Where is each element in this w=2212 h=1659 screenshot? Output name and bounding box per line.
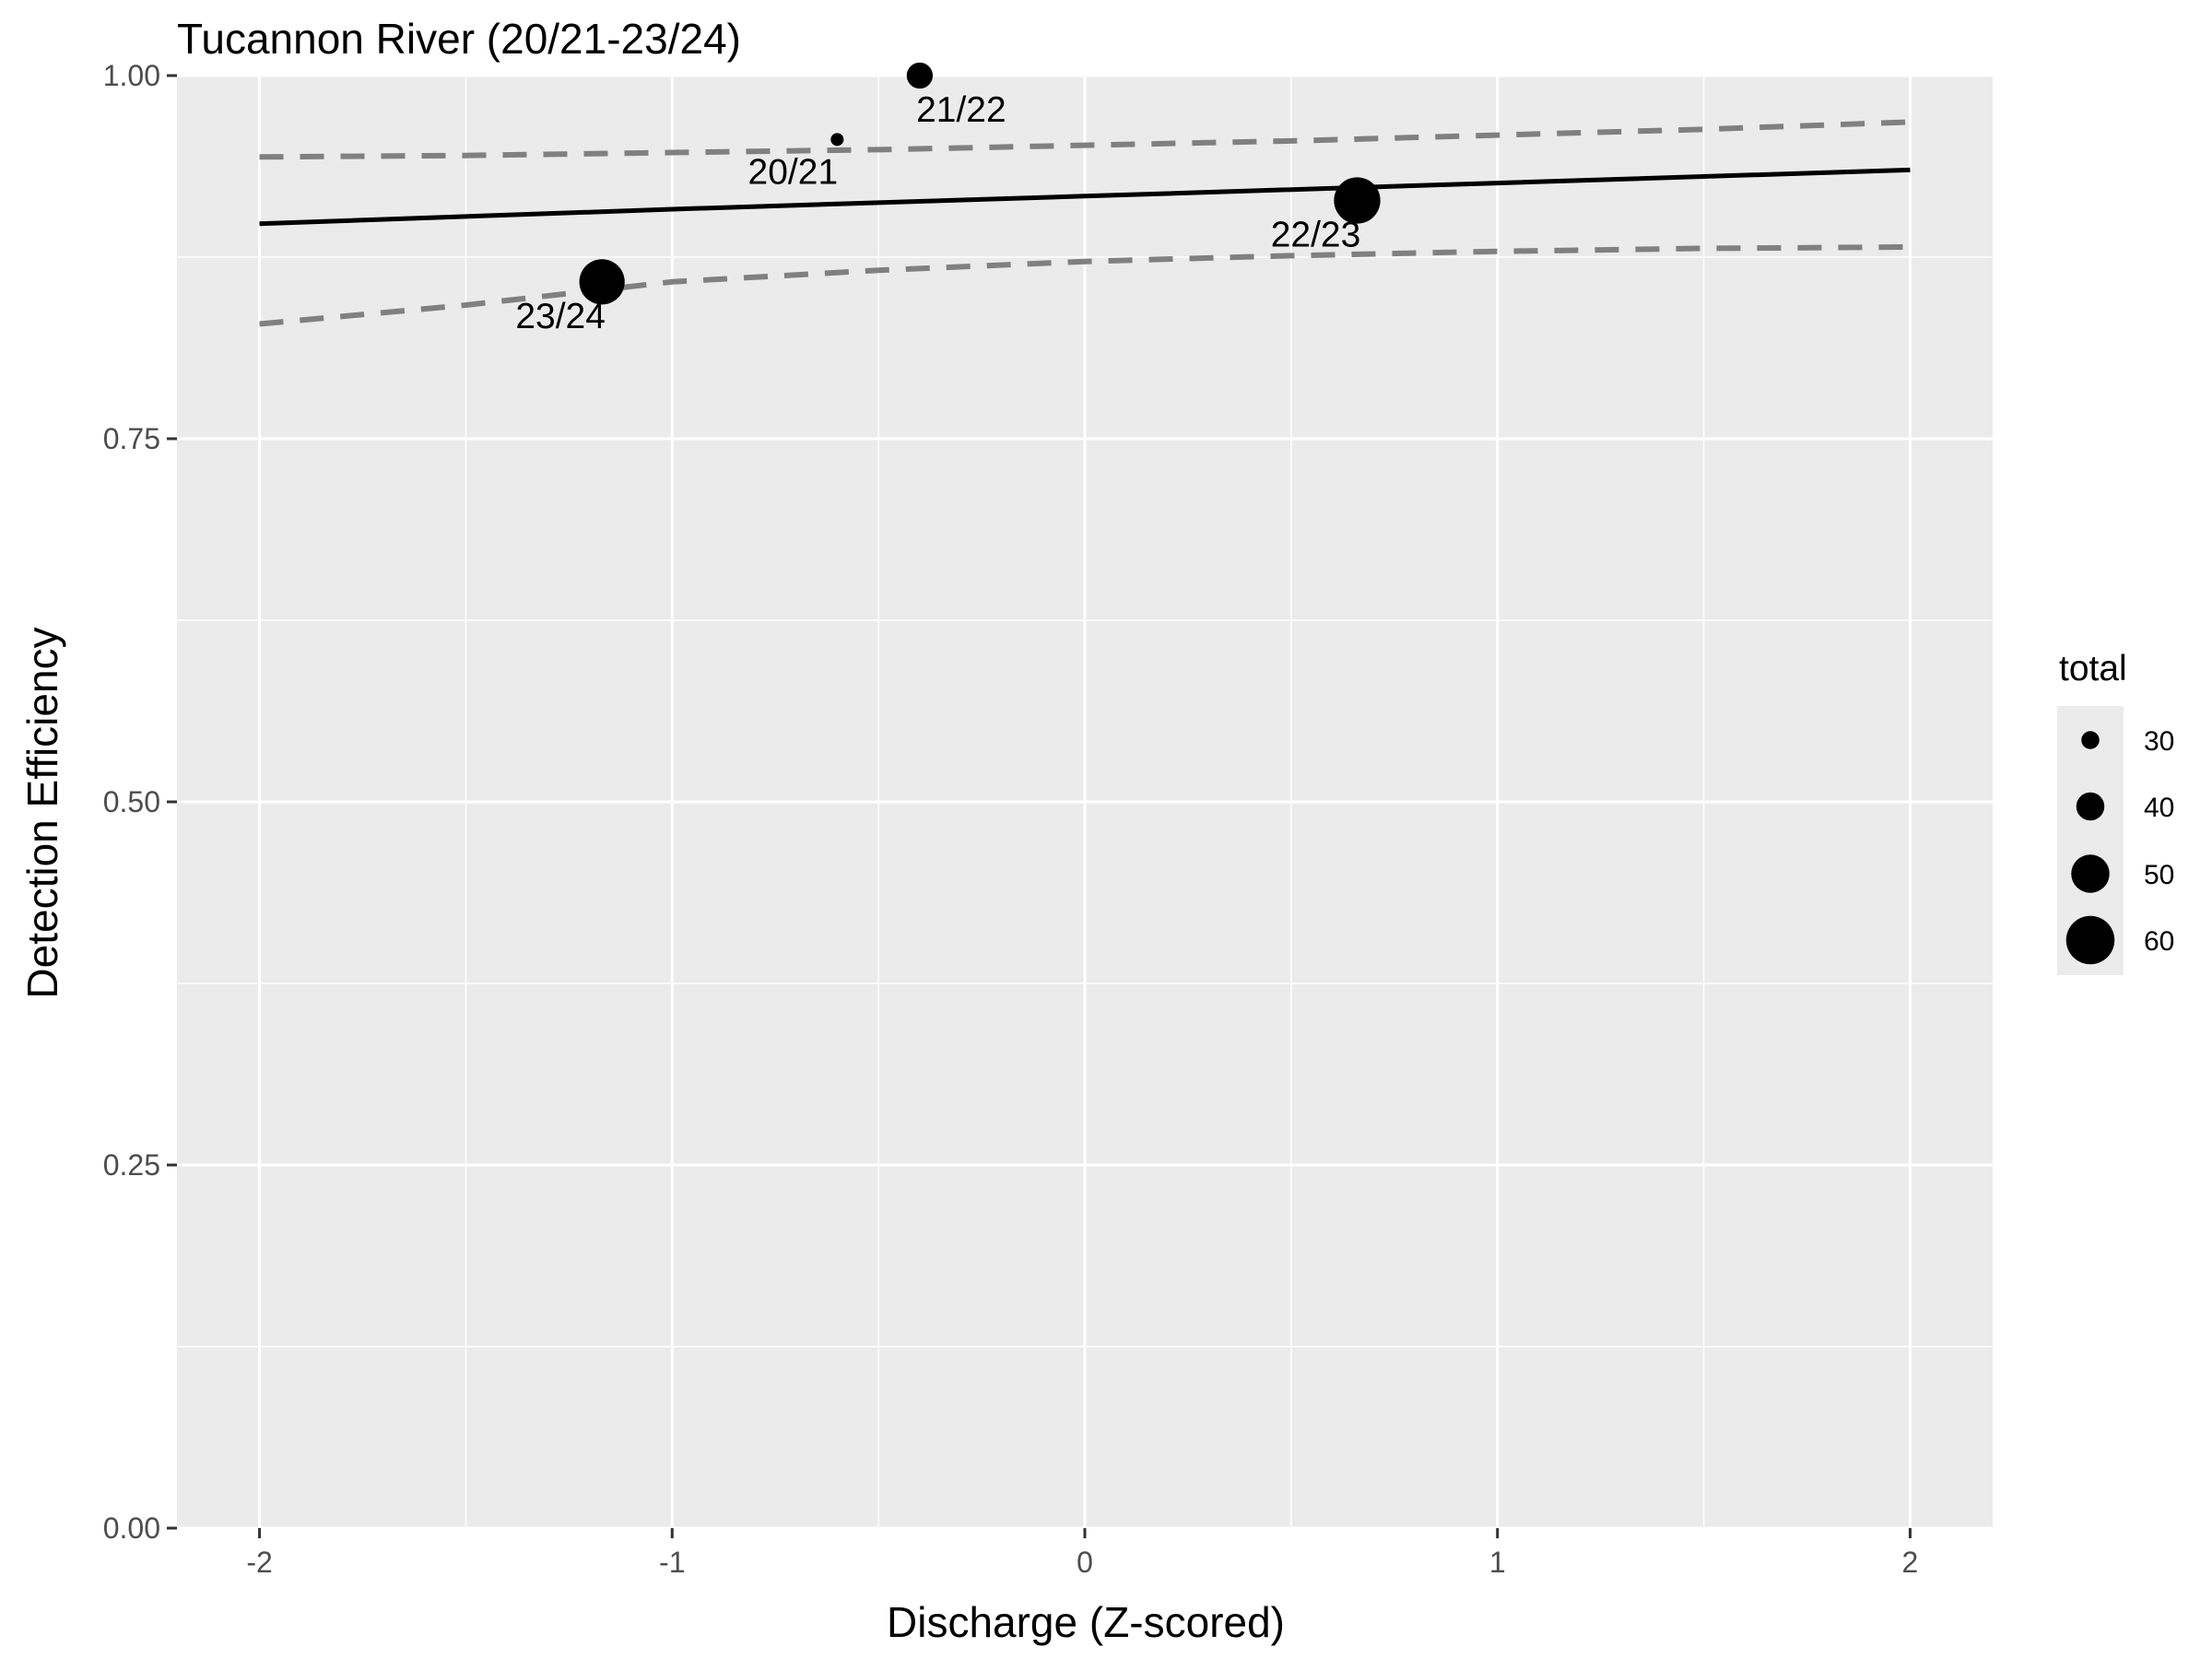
y-tick-label: 0.75 [103,422,160,455]
confidence-band [259,119,1911,327]
point-label: 23/24 [515,297,606,336]
axes: -2 -1 0 1 2 0.00 0.25 0.50 0.75 1.00 [103,59,1919,1579]
y-axis-title: Detection Efficiency [18,627,66,998]
point-label: 20/21 [748,152,839,192]
y-tick-label: 0.25 [103,1148,160,1182]
point-label: 21/22 [916,90,1006,130]
y-tick-label: 1.00 [103,59,160,92]
ci-lower-line [259,244,1911,327]
size-legend: total 30 40 50 60 [2057,649,2174,975]
legend-entries: 30 40 50 60 [2065,726,2174,965]
fit-layer [259,167,1911,227]
x-tick-label: -2 [246,1546,272,1579]
fit-line [259,167,1911,227]
legend-label: 60 [2144,926,2174,957]
legend-label: 40 [2144,793,2174,823]
data-point [830,133,844,147]
legend-title: total [2059,649,2127,688]
x-tick-label: 1 [1489,1546,1506,1579]
data-point [579,259,625,305]
x-tick-label: 2 [1902,1546,1919,1579]
x-tick-label: -1 [659,1546,685,1579]
data-points [579,62,1381,305]
legend-key-circle [2065,915,2115,965]
y-tick-label: 0.00 [103,1512,160,1545]
chart-title: Tucannon River (20/21-23/24) [177,15,741,63]
data-point [906,62,934,89]
legend-key-circle [2071,854,2110,893]
point-label: 22/23 [1271,216,1361,255]
legend-label: 30 [2144,726,2174,757]
x-axis-title: Discharge (Z-scored) [887,1598,1285,1646]
y-tick-label: 0.50 [103,785,160,818]
ci-upper-line [259,119,1911,160]
data-point [1334,177,1381,224]
point-labels: 20/21 21/22 22/23 23/24 [515,90,1360,336]
legend-label: 50 [2144,860,2174,890]
x-tick-label: 0 [1077,1546,1093,1579]
legend-key-circle [2081,731,2100,749]
legend-key-circle [2076,792,2105,821]
